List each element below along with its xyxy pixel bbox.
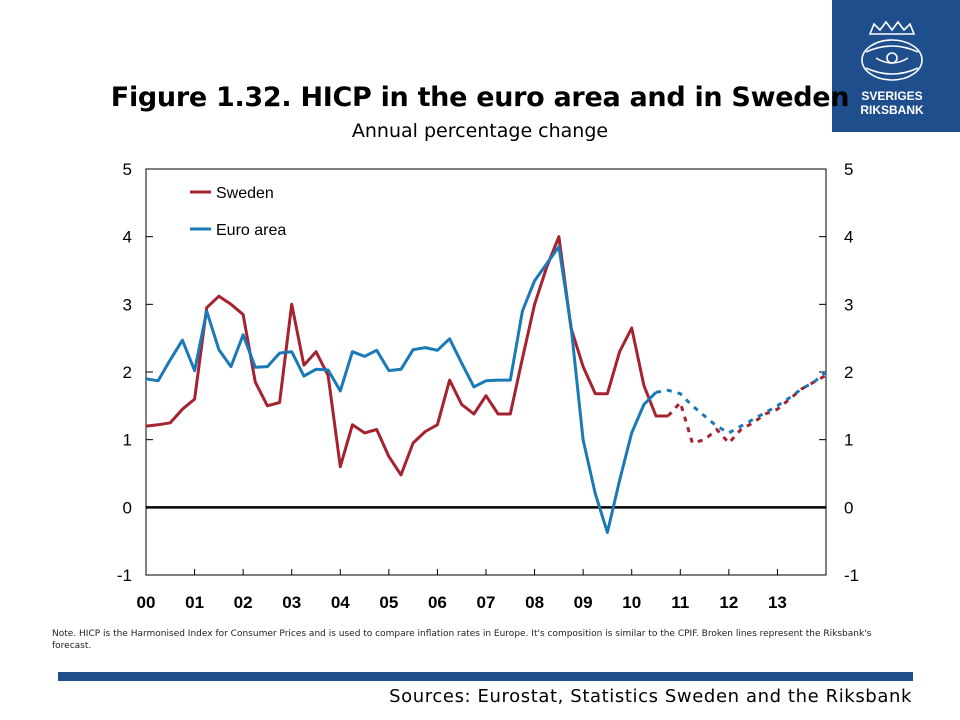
y-tick-label-left: 2 (123, 363, 132, 382)
x-tick-label: 06 (428, 593, 447, 612)
x-tick-label: 05 (379, 593, 398, 612)
series-line-sweden-forecast (666, 374, 827, 445)
x-tick-label: 03 (282, 593, 301, 612)
y-tick-label-right: 1 (844, 431, 853, 450)
chart-note: Note. HICP is the Harmonised Index for C… (52, 629, 872, 651)
series-line-euro-area (145, 245, 658, 534)
riksbank-logo: SVERIGES RIKSBANK (832, 0, 960, 132)
y-tick-label-right: 2 (844, 363, 853, 382)
chart-title: Figure 1.32. HICP in the euro area and i… (110, 82, 850, 113)
legend-box (182, 177, 322, 237)
legend-label: Euro area (216, 222, 286, 239)
logo-text-line2: RIKSBANK (860, 103, 924, 117)
sources-text: Sources: Eurostat, Statistics Sweden and… (389, 686, 912, 707)
x-tick-label: 10 (622, 593, 641, 612)
y-tick-label-right: 4 (844, 228, 853, 247)
x-tick-label: 12 (719, 593, 738, 612)
logo-text-line1: SVERIGES (861, 89, 922, 103)
chart-subtitle: Annual percentage change (351, 120, 609, 142)
series-line-euro-area-forecast (655, 370, 827, 435)
footer-divider-bar (58, 672, 913, 681)
y-tick-label-right: -1 (844, 566, 859, 585)
x-tick-label: 02 (234, 593, 253, 612)
y-tick-label-right: 3 (844, 295, 853, 314)
y-tick-label-left: 4 (123, 228, 132, 247)
x-tick-label: 04 (331, 593, 350, 612)
crown-emblem-icon: SVERIGES RIKSBANK (860, 20, 924, 117)
legend-label: Sweden (216, 185, 274, 202)
y-tick-label-right: 5 (844, 160, 853, 179)
y-tick-label-left: 1 (123, 431, 132, 450)
y-tick-label-left: 0 (123, 498, 132, 517)
y-tick-label-left: -1 (117, 566, 132, 585)
y-tick-label-right: 0 (844, 498, 853, 517)
series-line-sweden (145, 235, 669, 477)
x-tick-label: 01 (185, 593, 204, 612)
x-tick-label: 07 (477, 593, 496, 612)
x-tick-label: 13 (768, 593, 787, 612)
hicp-line-chart: -1 -10 01 12 23 34 45 500 01 02 03 04 05 06 07 08 09 10 11… (117, 160, 859, 612)
y-tick-label-left: 3 (123, 295, 132, 314)
x-tick-label: 11 (671, 593, 689, 612)
y-tick-label-left: 5 (123, 160, 132, 179)
x-tick-label: 00 (137, 593, 156, 612)
x-tick-label: 08 (525, 593, 544, 612)
x-tick-label: 09 (574, 593, 593, 612)
